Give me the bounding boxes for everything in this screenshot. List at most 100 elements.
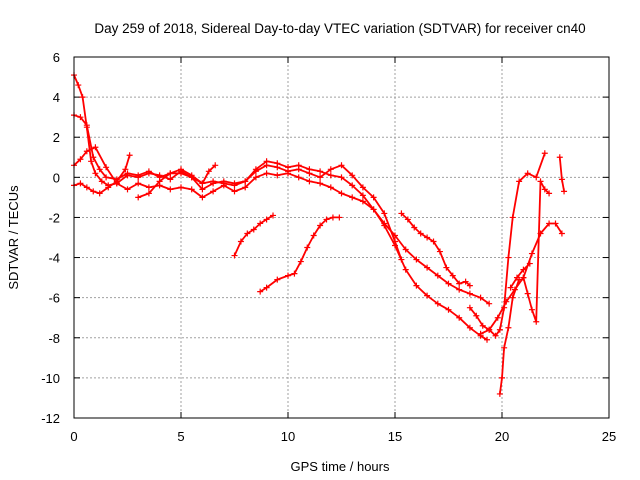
- data-point: [237, 238, 244, 245]
- data-point: [546, 190, 553, 197]
- data-point: [274, 276, 281, 283]
- data-point: [541, 186, 548, 193]
- data-point: [436, 248, 443, 255]
- data-point: [445, 280, 452, 287]
- series-line: [137, 164, 217, 199]
- data-point: [501, 344, 508, 351]
- data-point: [77, 156, 84, 163]
- series-arc-6: [231, 212, 277, 259]
- data-point: [513, 274, 520, 281]
- data-point: [252, 166, 259, 173]
- data-point: [274, 172, 281, 179]
- data-point: [443, 264, 450, 271]
- data-point: [199, 180, 206, 187]
- data-point: [496, 390, 503, 397]
- data-point: [479, 322, 486, 329]
- data-point: [145, 190, 152, 197]
- data-point: [83, 122, 90, 129]
- data-point: [561, 188, 568, 195]
- data-point: [205, 168, 212, 175]
- data-point: [524, 170, 531, 177]
- data-point: [558, 230, 565, 237]
- data-point: [199, 194, 206, 201]
- data-point: [349, 182, 356, 189]
- data-series: [71, 72, 568, 397]
- data-point: [83, 184, 90, 191]
- data-point: [537, 178, 544, 185]
- data-point: [199, 186, 206, 193]
- data-point: [499, 374, 505, 381]
- x-tick-labels: 0 5 10 15 20 25: [70, 429, 616, 444]
- data-point: [306, 178, 313, 185]
- y-axis-label: SDTVAR / TECUs: [6, 185, 21, 290]
- data-point: [484, 336, 491, 343]
- data-point: [456, 286, 463, 293]
- data-point: [359, 184, 366, 191]
- data-point: [178, 166, 184, 173]
- data-point: [98, 178, 105, 185]
- series-arc-5: [135, 162, 219, 201]
- data-point: [113, 178, 120, 185]
- x-tick-label: 20: [495, 429, 509, 444]
- y-tick-label: 0: [53, 170, 60, 185]
- data-point: [329, 214, 336, 221]
- data-point: [462, 278, 469, 285]
- y-tick-label: 2: [53, 130, 60, 145]
- data-point: [381, 220, 388, 227]
- data-point: [505, 254, 512, 261]
- data-point: [92, 144, 99, 151]
- data-point: [310, 232, 317, 239]
- y-tick-label: 6: [53, 50, 60, 65]
- data-point: [252, 174, 259, 181]
- data-point: [402, 266, 409, 273]
- data-point: [434, 300, 441, 307]
- data-point: [124, 170, 131, 177]
- data-point: [556, 154, 563, 161]
- data-point: [486, 326, 493, 333]
- grid-lines: [74, 57, 609, 418]
- data-point: [392, 232, 398, 239]
- series-arc-12: [520, 178, 553, 325]
- data-point: [103, 164, 110, 171]
- data-point: [304, 244, 311, 251]
- data-point: [466, 324, 473, 331]
- data-point: [135, 194, 142, 201]
- series-arc-13: [507, 260, 533, 291]
- data-point: [274, 160, 281, 167]
- series-arc-7: [257, 214, 343, 295]
- data-point: [75, 82, 82, 89]
- data-point: [295, 162, 302, 169]
- data-point: [77, 114, 84, 121]
- series-arc-10: [477, 220, 565, 337]
- data-point: [552, 220, 559, 227]
- data-point: [349, 194, 356, 201]
- data-point: [317, 222, 324, 229]
- data-point: [327, 184, 334, 191]
- data-point: [135, 172, 142, 179]
- data-point: [103, 174, 110, 181]
- data-point: [533, 174, 540, 181]
- y-tick-label: -10: [41, 371, 60, 386]
- series-arc-11: [496, 276, 523, 397]
- data-point: [424, 264, 431, 271]
- data-point: [486, 300, 493, 307]
- x-tick-label: 5: [177, 429, 184, 444]
- data-point: [244, 230, 251, 237]
- data-point: [492, 332, 499, 339]
- series-line: [73, 74, 403, 261]
- data-point: [231, 180, 238, 187]
- data-point: [413, 256, 420, 263]
- data-point: [90, 188, 97, 195]
- series-arc-3: [71, 144, 493, 307]
- x-tick-label: 0: [70, 429, 77, 444]
- series-line: [479, 222, 563, 335]
- data-point: [88, 158, 95, 165]
- data-point: [466, 304, 473, 311]
- data-point: [270, 212, 277, 219]
- data-point: [257, 288, 264, 295]
- data-point: [188, 172, 195, 179]
- data-point: [145, 184, 152, 191]
- data-point: [167, 176, 174, 183]
- data-point: [456, 314, 463, 321]
- series-arc-14: [556, 154, 568, 195]
